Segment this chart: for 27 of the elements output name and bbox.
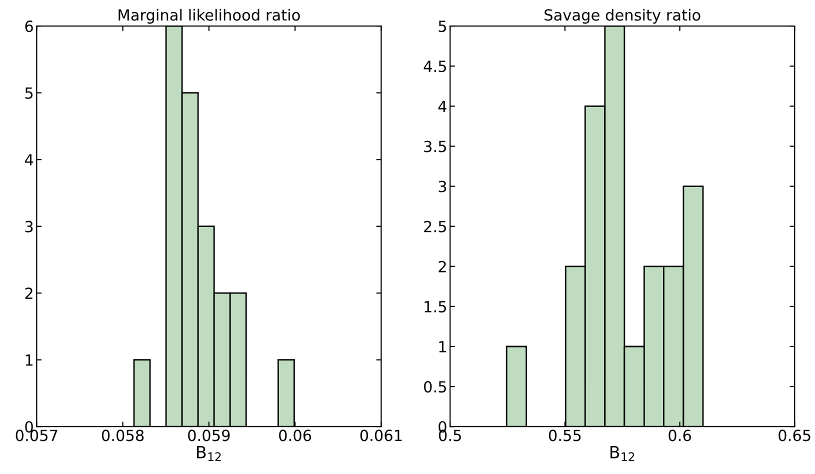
x-tick-label: 0.061 bbox=[360, 430, 402, 442]
y-tick-label: 3 bbox=[438, 180, 446, 192]
chart-title: Savage density ratio bbox=[544, 8, 700, 24]
x-tick-label: 0.55 bbox=[548, 430, 581, 442]
y-tick-label: 1.5 bbox=[424, 301, 446, 312]
y-tick-label: 5 bbox=[438, 20, 446, 32]
y-tick-label: 2.5 bbox=[424, 220, 446, 232]
x-tick-label: 0.06 bbox=[279, 430, 312, 442]
y-tick-label: 0.5 bbox=[424, 381, 446, 393]
y-tick-label: 3.5 bbox=[424, 140, 446, 152]
y-tick-label: 2 bbox=[438, 260, 446, 272]
y-tick-label: 5 bbox=[25, 87, 33, 99]
x-tick-label: 0.65 bbox=[778, 430, 810, 442]
y-tick-label: 4 bbox=[24, 154, 34, 166]
chart-title: Marginal likelihood ratio bbox=[118, 8, 300, 24]
y-tick-label: 1 bbox=[26, 354, 32, 366]
x-axis-title: B$_{12}$ bbox=[197, 446, 221, 461]
x-tick-label: 0.058 bbox=[102, 430, 144, 442]
y-tick-label: 4.5 bbox=[424, 60, 446, 72]
y-tick-label: 3 bbox=[25, 220, 33, 232]
y-tick-label: 1 bbox=[439, 341, 446, 352]
x-tick-label: 0.6 bbox=[668, 430, 691, 442]
y-tick-label: 4 bbox=[438, 100, 446, 112]
x-tick-label: 0.059 bbox=[188, 430, 230, 442]
x-axis-title: B$_{12}$ bbox=[610, 446, 634, 461]
y-tick-label: 6 bbox=[25, 20, 33, 32]
y-tick-label: 2 bbox=[25, 288, 32, 299]
